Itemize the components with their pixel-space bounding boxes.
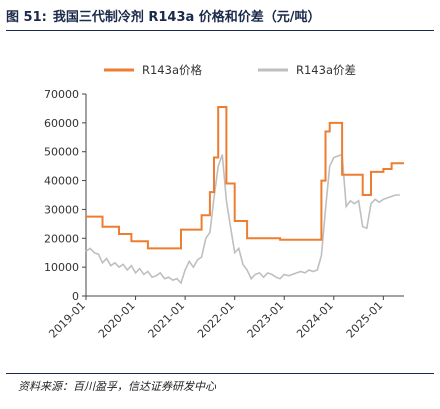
x-tick-label: 2024-01	[294, 299, 336, 341]
y-tick-label: 10000	[44, 261, 79, 274]
x-tick-label: 2019-01	[46, 299, 88, 341]
figure-title: 图 51: 我国三代制冷剂 R143a 价格和价差（元/吨）	[6, 6, 321, 25]
x-tick-label: 2022-01	[195, 299, 237, 341]
y-tick-label: 20000	[44, 232, 79, 245]
source-rule	[6, 373, 434, 374]
legend-label-price: R143a价格	[142, 63, 202, 77]
y-tick-label: 30000	[44, 203, 79, 216]
source-note: 资料来源：百川盈孚，信达证券研发中心	[18, 380, 216, 393]
y-tick-label: 70000	[44, 88, 79, 101]
legend-label-spread: R143a价差	[296, 63, 356, 77]
figure-number: 图 51:	[6, 10, 47, 25]
y-tick-label: 60000	[44, 117, 79, 130]
title-rule	[6, 30, 434, 31]
series-line-spread	[85, 153, 400, 285]
x-tick-label: 2023-01	[245, 299, 287, 341]
y-tick-label: 50000	[44, 146, 79, 159]
figure-title-text: 我国三代制冷剂 R143a 价格和价差（元/吨）	[52, 10, 321, 25]
price-spread-chart: 0 10000 20000 30000 40000 50000 60000 70000 2019…	[44, 63, 404, 341]
series-line-price	[86, 106, 404, 250]
y-tick-label: 40000	[44, 175, 79, 188]
x-tick-label: 2025-01	[344, 299, 386, 341]
y-tick-label: 0	[72, 290, 79, 303]
x-tick-label: 2020-01	[96, 299, 138, 341]
x-tick-label: 2021-01	[146, 299, 188, 341]
